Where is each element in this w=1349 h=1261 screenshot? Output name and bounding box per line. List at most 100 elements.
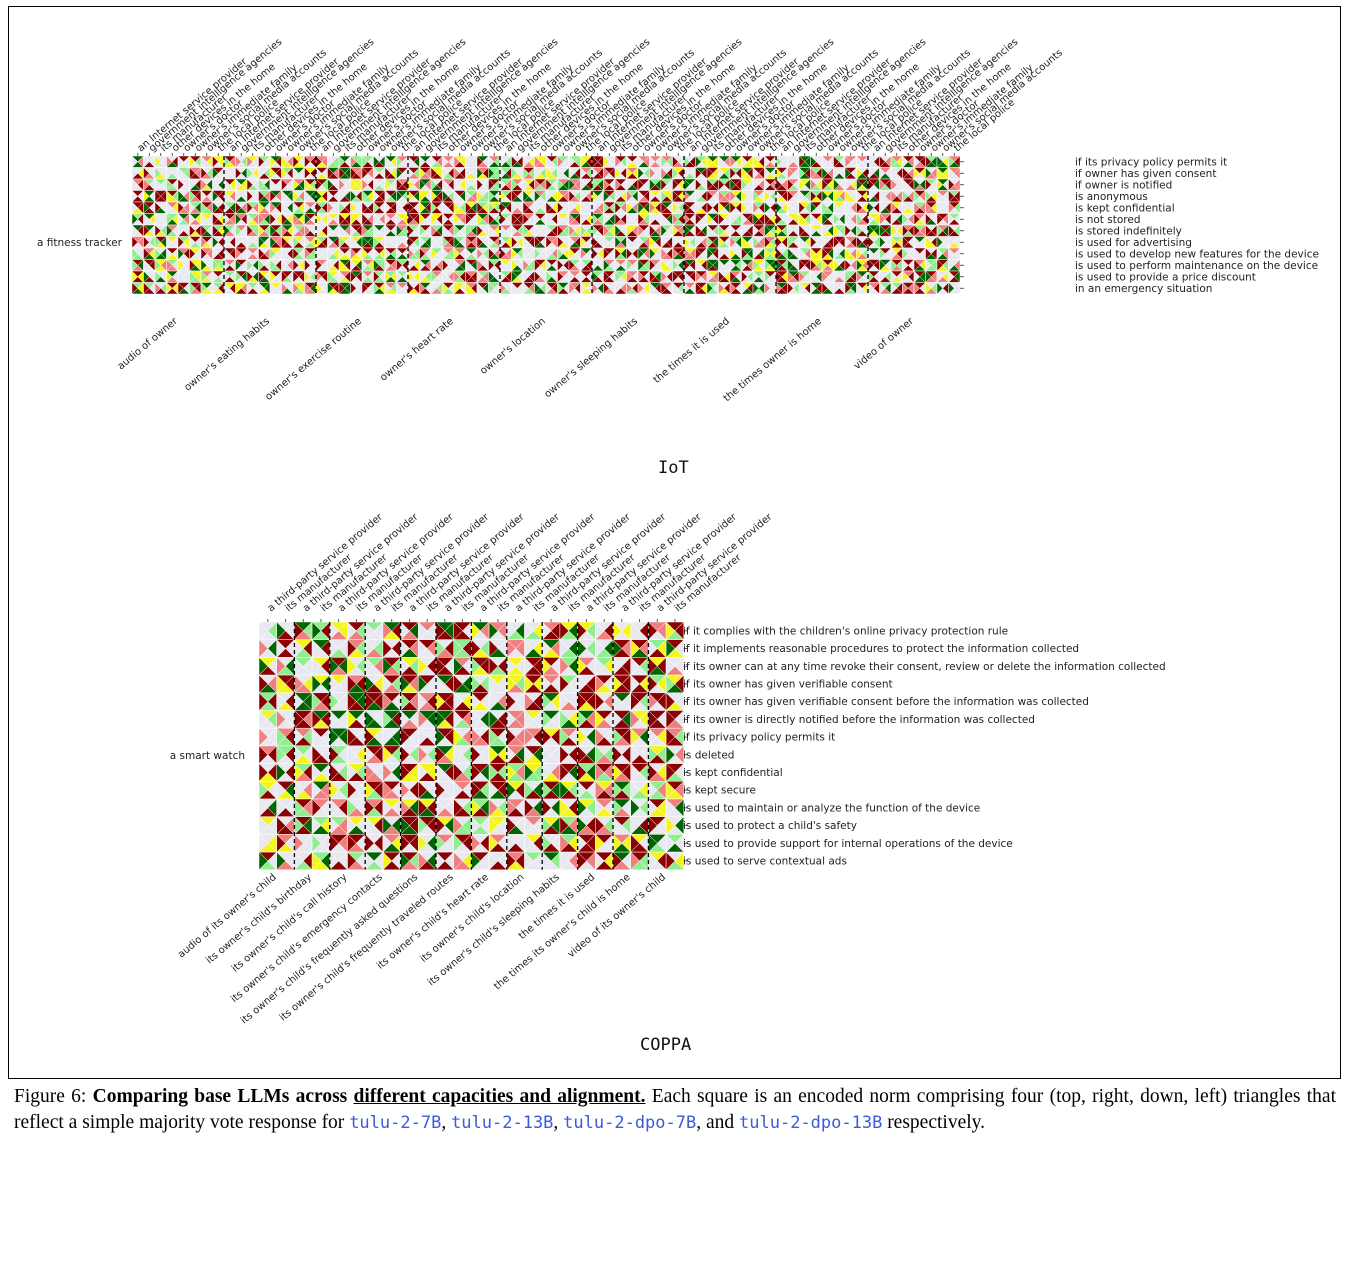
cell-triangle <box>258 178 265 192</box>
cell-triangle <box>166 201 173 215</box>
cell-triangle <box>212 212 219 226</box>
cell-triangle <box>292 212 300 226</box>
cell-triangle <box>396 178 403 192</box>
cell-triangle <box>672 212 679 226</box>
cell-triangle <box>189 212 196 226</box>
cell-triangle <box>626 166 633 180</box>
cell-triangle <box>235 212 242 226</box>
cell-triangle <box>442 166 449 180</box>
cell-triangle <box>143 166 150 180</box>
cell-triangle <box>143 178 150 192</box>
cell-triangle <box>131 201 139 215</box>
cell-triangle <box>741 178 748 192</box>
cell-triangle <box>925 178 932 192</box>
cell-triangle <box>442 178 449 192</box>
cell-triangle <box>810 201 817 215</box>
cell-triangle <box>361 201 369 215</box>
cell-triangle <box>442 201 449 215</box>
row-label: is used to provide a price discount <box>1075 271 1256 283</box>
cell-triangle <box>166 189 173 203</box>
cell-triangle <box>476 189 484 203</box>
cell-triangle <box>833 201 840 215</box>
cell-triangle <box>177 189 185 203</box>
cell-triangle <box>649 212 656 226</box>
cell-triangle <box>476 178 484 192</box>
cell-triangle <box>350 155 357 169</box>
cell-triangle <box>338 166 346 180</box>
cell-triangle <box>315 155 323 169</box>
cell-triangle <box>706 166 714 180</box>
cell-triangle <box>902 155 909 169</box>
cell-triangle <box>465 178 472 192</box>
cell-triangle <box>718 166 725 180</box>
cell-triangle <box>488 166 495 180</box>
cell-triangle <box>304 189 311 203</box>
cell-triangle <box>361 166 369 180</box>
cell-triangle <box>350 212 357 226</box>
cell-triangle <box>810 189 817 203</box>
cell-triangle <box>534 201 541 215</box>
cell-triangle <box>557 212 564 226</box>
cell-triangle <box>568 201 576 215</box>
cell-triangle <box>879 166 886 180</box>
cell-triangle <box>488 189 495 203</box>
cell-triangle <box>798 201 806 215</box>
cell-triangle <box>166 155 173 169</box>
cell-triangle <box>269 201 277 215</box>
row-label: is stored indefinitely <box>1075 225 1182 237</box>
cell-triangle <box>511 155 518 169</box>
cell-triangle <box>465 155 472 169</box>
cell-triangle <box>281 201 288 215</box>
cell-triangle <box>522 212 530 226</box>
cell-triangle <box>534 178 541 192</box>
cell-triangle <box>637 189 645 203</box>
cell-triangle <box>361 189 369 203</box>
cell-triangle <box>614 178 622 192</box>
cell-triangle <box>729 189 737 203</box>
cell-triangle <box>741 201 748 215</box>
row-label: is used to perform maintenance on the de… <box>1075 260 1318 272</box>
cell-triangle <box>936 178 944 192</box>
cell-triangle <box>614 155 622 169</box>
cell-triangle <box>879 189 886 203</box>
cell-triangle <box>844 166 852 180</box>
cell-triangle <box>660 189 668 203</box>
cell-triangle <box>787 189 794 203</box>
cell-triangle <box>511 201 518 215</box>
cell-triangle <box>143 155 150 169</box>
cell-triangle <box>741 155 748 169</box>
cell-triangle <box>327 212 334 226</box>
cell-triangle <box>568 155 576 169</box>
row-label: is not stored <box>1075 214 1140 226</box>
cell-triangle <box>752 155 760 169</box>
cell-triangle <box>281 178 288 192</box>
cell-triangle <box>258 212 265 226</box>
group-label: owner's location <box>478 316 548 377</box>
cell-triangle <box>867 155 875 169</box>
cell-triangle <box>821 155 829 169</box>
cell-triangle <box>660 178 668 192</box>
cell-triangle <box>764 189 771 203</box>
cell-triangle <box>637 201 645 215</box>
cell-triangle <box>534 155 541 169</box>
cell-triangle <box>833 189 840 203</box>
cell-triangle <box>131 155 139 169</box>
cell-triangle <box>913 155 921 169</box>
cell-triangle <box>154 178 162 192</box>
cell-triangle <box>856 155 863 169</box>
cell-triangle <box>453 201 461 215</box>
cell-triangle <box>603 166 610 180</box>
cell-triangle <box>856 166 863 180</box>
cell-triangle <box>350 201 357 215</box>
cell-triangle <box>856 178 863 192</box>
cell-triangle <box>649 189 656 203</box>
cell-triangle <box>430 201 438 215</box>
cell-triangle <box>718 201 725 215</box>
cell-triangle <box>304 155 311 169</box>
cell-triangle <box>948 155 955 169</box>
cell-triangle <box>154 212 162 226</box>
cell-triangle <box>614 189 622 203</box>
cell-triangle <box>879 201 886 215</box>
cell-triangle <box>718 155 725 169</box>
cell-triangle <box>373 201 380 215</box>
